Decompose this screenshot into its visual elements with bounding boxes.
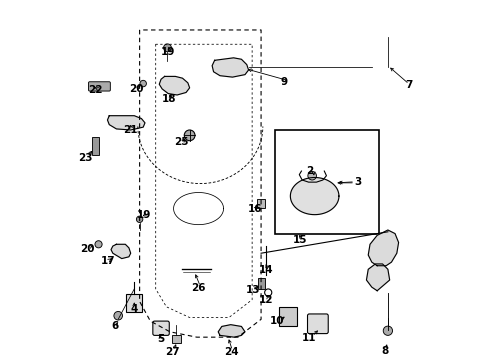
Text: 22: 22 [88,85,103,95]
Bar [275,130,379,234]
Text: 19: 19 [161,47,175,57]
Circle shape [114,311,122,320]
Circle shape [184,130,195,141]
FancyBboxPatch shape [308,314,328,334]
Circle shape [308,171,317,180]
Bar [92,137,98,155]
Text: 23: 23 [78,153,93,163]
Text: 26: 26 [191,283,206,293]
Polygon shape [368,230,398,266]
Text: 15: 15 [293,235,308,245]
Polygon shape [218,325,245,337]
Polygon shape [107,116,145,130]
Text: 27: 27 [165,347,179,357]
Circle shape [164,44,171,52]
Bar [257,199,266,207]
Text: 9: 9 [281,77,288,87]
Text: 6: 6 [111,321,118,332]
Bar [126,294,142,312]
Text: 5: 5 [157,334,164,344]
Polygon shape [367,264,390,291]
Text: 17: 17 [101,256,116,266]
Text: 2: 2 [306,166,313,176]
Text: 14: 14 [259,265,274,275]
Text: 16: 16 [247,204,262,214]
Text: 10: 10 [270,316,284,326]
Bar [258,278,265,289]
Text: 20: 20 [80,244,95,253]
Circle shape [95,241,102,248]
Text: 18: 18 [162,94,176,104]
Circle shape [136,216,143,222]
FancyBboxPatch shape [153,321,169,336]
Text: 3: 3 [354,177,361,187]
FancyBboxPatch shape [89,82,110,91]
Text: 8: 8 [382,346,389,356]
Text: 12: 12 [258,295,273,305]
Polygon shape [159,76,190,95]
Text: 19: 19 [137,210,151,220]
Circle shape [140,80,147,87]
Text: 20: 20 [129,84,143,94]
Polygon shape [212,58,248,77]
Polygon shape [291,177,339,215]
Text: 4: 4 [130,303,138,314]
Circle shape [383,326,392,336]
Text: 25: 25 [174,138,189,148]
Text: 13: 13 [246,285,261,295]
Text: 11: 11 [302,333,317,343]
Polygon shape [111,244,131,258]
Text: 21: 21 [122,125,137,135]
Text: 24: 24 [224,347,239,357]
Text: 7: 7 [406,80,413,90]
Bar [172,335,181,342]
Bar [279,307,297,327]
